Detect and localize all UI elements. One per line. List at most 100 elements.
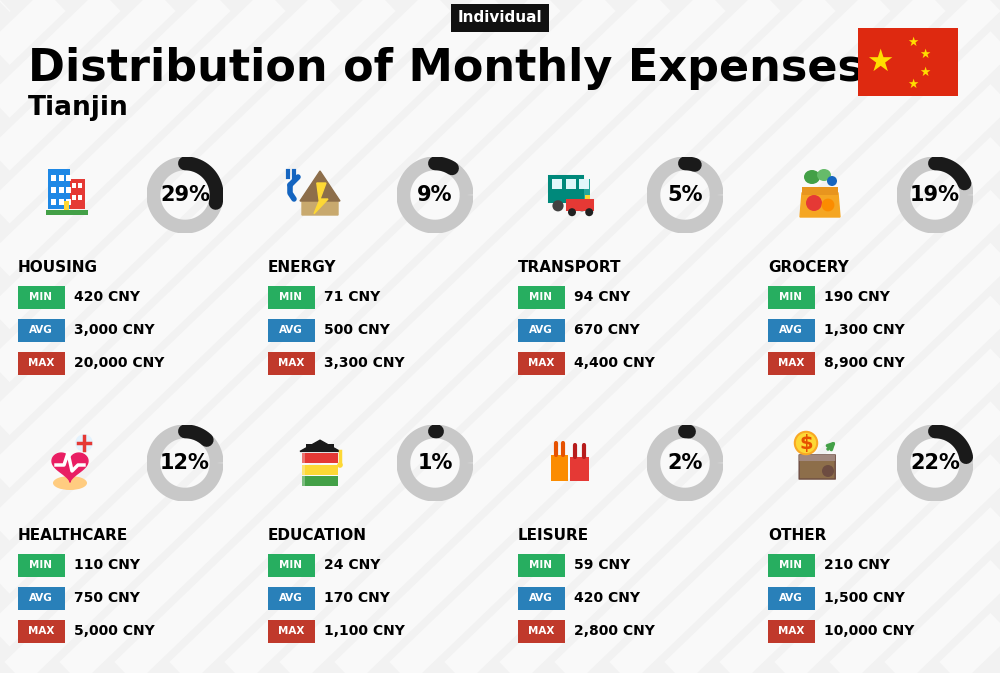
FancyBboxPatch shape [570,457,589,481]
Bar [302,476,305,486]
Text: MIN: MIN [530,560,552,570]
FancyBboxPatch shape [268,553,314,577]
Bar [70,179,85,209]
Text: 59 CNY: 59 CNY [574,558,630,572]
Bar [64,201,69,210]
Circle shape [795,432,817,454]
Text: 420 CNY: 420 CNY [574,591,640,605]
Text: 2,800 CNY: 2,800 CNY [574,624,655,638]
Text: TRANSPORT: TRANSPORT [518,260,622,275]
Text: 10,000 CNY: 10,000 CNY [824,624,914,638]
Text: 750 CNY: 750 CNY [74,591,140,605]
Text: 24 CNY: 24 CNY [324,558,380,572]
Bar [59,175,64,180]
FancyBboxPatch shape [768,285,814,308]
Bar [802,187,838,195]
Text: 4,400 CNY: 4,400 CNY [574,356,655,370]
FancyBboxPatch shape [18,285,64,308]
Text: Tianjin: Tianjin [28,95,129,121]
Circle shape [75,434,93,452]
Text: MIN: MIN [280,292,302,302]
Text: AVG: AVG [279,593,303,603]
Text: ★: ★ [907,36,919,48]
FancyBboxPatch shape [548,175,584,203]
Text: MIN: MIN [30,560,52,570]
Bar [51,175,56,180]
Text: 5,000 CNY: 5,000 CNY [74,624,155,638]
Text: 1,100 CNY: 1,100 CNY [324,624,405,638]
Text: MAX: MAX [28,358,54,368]
Text: 110 CNY: 110 CNY [74,558,140,572]
Text: MIN: MIN [780,560,802,570]
Circle shape [576,200,588,211]
FancyBboxPatch shape [768,553,814,577]
Text: ★: ★ [919,65,931,79]
Text: 2%: 2% [667,453,703,473]
Bar [552,179,562,189]
FancyBboxPatch shape [768,586,814,610]
Text: HOUSING: HOUSING [18,260,98,275]
Polygon shape [300,171,340,201]
Bar [51,199,56,205]
Bar [72,195,76,200]
Circle shape [337,462,343,468]
Text: 3,000 CNY: 3,000 CNY [74,323,155,337]
Text: MAX: MAX [528,626,554,636]
Polygon shape [300,440,340,452]
FancyBboxPatch shape [268,351,314,374]
FancyBboxPatch shape [799,455,835,461]
Text: 1,300 CNY: 1,300 CNY [824,323,905,337]
FancyBboxPatch shape [518,586,564,610]
Text: 190 CNY: 190 CNY [824,290,890,304]
Bar [566,179,576,189]
Text: MAX: MAX [778,358,804,368]
FancyBboxPatch shape [858,28,958,96]
Text: 8,900 CNY: 8,900 CNY [824,356,905,370]
FancyBboxPatch shape [799,455,835,479]
Bar [579,179,589,189]
Text: HEALTHCARE: HEALTHCARE [18,528,128,542]
Ellipse shape [53,476,87,490]
Text: MAX: MAX [278,626,304,636]
FancyBboxPatch shape [18,620,64,643]
Text: MAX: MAX [278,358,304,368]
Bar [584,179,590,203]
Bar [59,187,64,192]
Text: 500 CNY: 500 CNY [324,323,390,337]
FancyBboxPatch shape [518,318,564,341]
Text: Individual: Individual [458,11,542,26]
Circle shape [552,200,564,211]
Text: MIN: MIN [780,292,802,302]
FancyBboxPatch shape [518,285,564,308]
Text: OTHER: OTHER [768,528,826,542]
Bar [302,464,305,474]
FancyBboxPatch shape [518,620,564,643]
FancyBboxPatch shape [268,586,314,610]
Bar [78,183,82,188]
Bar [51,187,56,192]
Text: AVG: AVG [279,325,303,335]
Text: AVG: AVG [779,325,803,335]
Circle shape [822,199,834,211]
Bar [302,454,338,464]
Text: 670 CNY: 670 CNY [574,323,640,337]
Text: 19%: 19% [910,185,960,205]
FancyBboxPatch shape [18,351,64,374]
FancyBboxPatch shape [768,351,814,374]
Text: MAX: MAX [528,358,554,368]
FancyBboxPatch shape [566,199,594,211]
FancyBboxPatch shape [268,285,314,308]
Text: MIN: MIN [530,292,552,302]
Ellipse shape [817,169,831,181]
Text: 20,000 CNY: 20,000 CNY [74,356,164,370]
Text: MIN: MIN [280,560,302,570]
Text: LEISURE: LEISURE [518,528,589,542]
Text: 170 CNY: 170 CNY [324,591,390,605]
Bar [306,444,334,452]
Circle shape [585,208,593,216]
FancyBboxPatch shape [768,318,814,341]
Text: 5%: 5% [667,185,703,205]
Bar [66,199,71,205]
Text: 9%: 9% [417,185,453,205]
Text: 420 CNY: 420 CNY [74,290,140,304]
